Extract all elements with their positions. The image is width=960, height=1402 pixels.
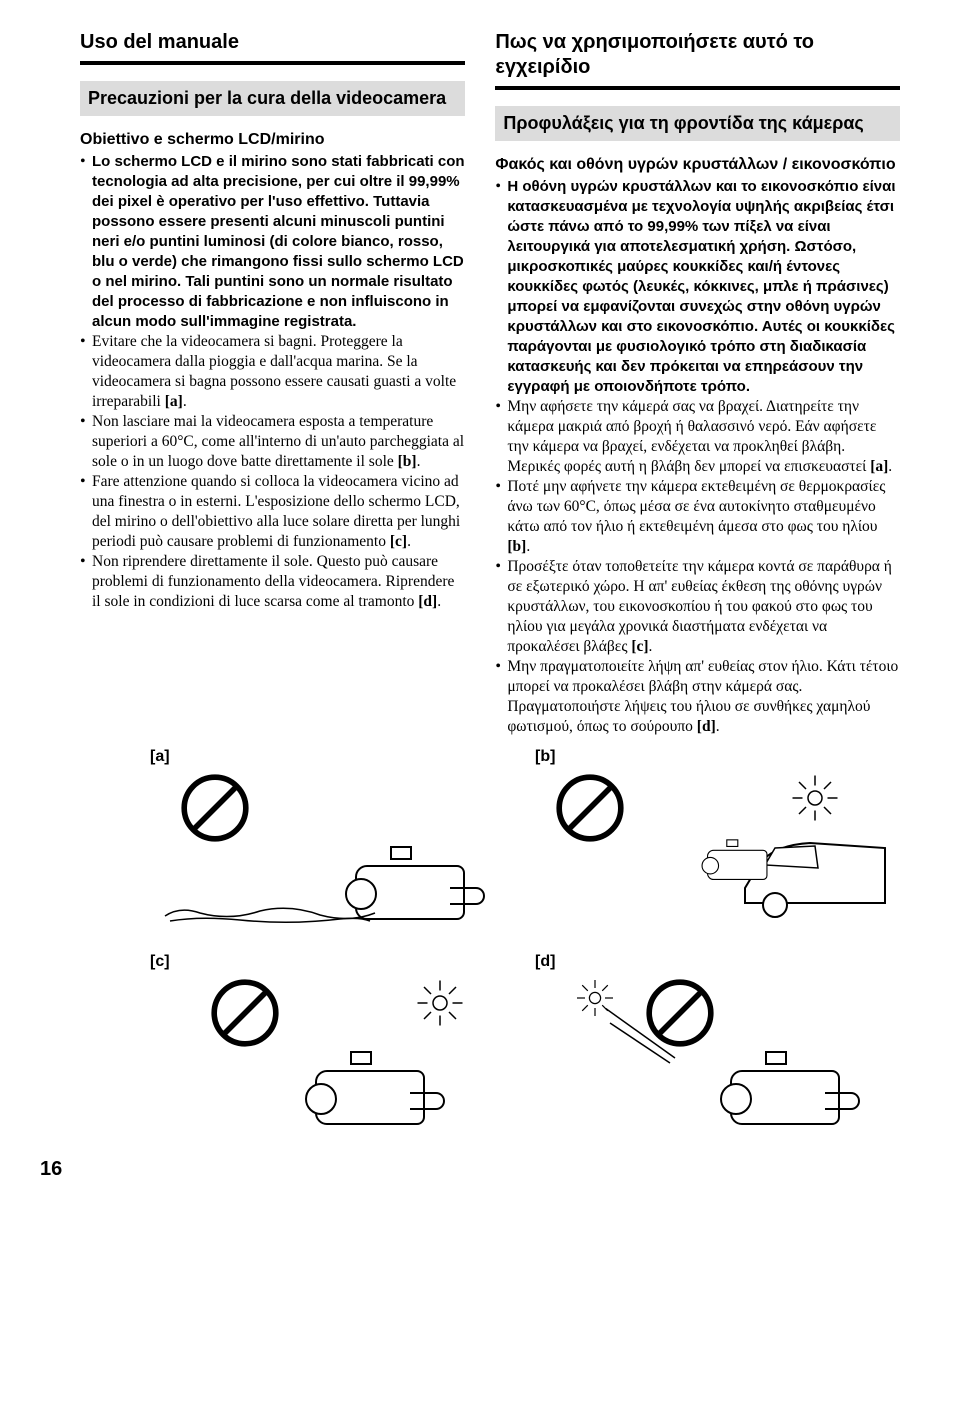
title-rule-right xyxy=(495,86,900,90)
bullet-item: Non lasciare mai la videocamera esposta … xyxy=(80,412,465,472)
fig-ref: [c] xyxy=(390,533,407,550)
title-rule-left xyxy=(80,61,465,65)
fig-ref: [a] xyxy=(870,458,888,475)
bullet-list-right: Η οθόνη υγρών κρυστάλλων και το εικονοσκ… xyxy=(495,177,900,737)
left-column: Uso del manuale Precauzioni per la cura … xyxy=(80,30,465,737)
bullet-text: Lo schermo LCD e il mirino sono stati fa… xyxy=(92,153,465,330)
bullet-item: Μην αφήσετε την κάμερά σας να βραχεί. Δι… xyxy=(495,397,900,477)
bullet-item: Η οθόνη υγρών κρυστάλλων και το εικονοσκ… xyxy=(495,177,900,397)
fig-ref: [d] xyxy=(418,593,437,610)
water-icon xyxy=(160,901,380,926)
prohibit-icon xyxy=(180,773,250,843)
figure-label: [c] xyxy=(150,952,515,972)
sun-icon xyxy=(790,773,840,823)
fig-ref: [c] xyxy=(631,638,648,655)
bullet-text: Ποτέ μην αφήνετε την κάμερα εκτεθειμένη … xyxy=(507,478,885,535)
bullet-text: Non riprendere direttamente il sole. Que… xyxy=(92,553,454,610)
figure-label: [a] xyxy=(150,747,515,767)
section-title-left: Uso del manuale xyxy=(80,30,465,55)
right-column: Πως να χρησιμοποιήσετε αυτό το εγχειρίδι… xyxy=(495,30,900,737)
bullet-text: Προσέξτε όταν τοποθετείτε την κάμερα κον… xyxy=(507,558,892,655)
subhead-right: Προφυλάξεις για τη φροντίδα της κάμερας xyxy=(495,106,900,141)
fig-ref: [b] xyxy=(507,538,526,555)
sun-icon xyxy=(415,978,465,1028)
bullet-item: Ποτέ μην αφήνετε την κάμερα εκτεθειμένη … xyxy=(495,477,900,557)
figure-b: [b] xyxy=(535,747,900,928)
subhead-left: Precauzioni per la cura della videocamer… xyxy=(80,81,465,116)
bullet-item: Μην πραγματοποιείτε λήψη απ' ευθείας στο… xyxy=(495,657,900,737)
fig-ref: [b] xyxy=(398,453,417,470)
topic-right: Φακός και οθόνη υγρών κρυστάλλων / εικον… xyxy=(495,155,900,175)
bullet-item: Non riprendere direttamente il sole. Que… xyxy=(80,552,465,612)
bullet-list-left: Lo schermo LCD e il mirino sono stati fa… xyxy=(80,152,465,612)
page-number: 16 xyxy=(40,1157,900,1182)
prohibit-icon xyxy=(555,773,625,843)
section-title-right: Πως να χρησιμοποιήσετε αυτό το εγχειρίδι… xyxy=(495,30,900,80)
bullet-text: Evitare che la videocamera si bagni. Pro… xyxy=(92,333,456,410)
camera-icon xyxy=(305,1045,445,1125)
figure-label: [b] xyxy=(535,747,900,767)
figure-d: [d] xyxy=(535,952,900,1133)
bullet-text: Η οθόνη υγρών κρυστάλλων και το εικονοσκ… xyxy=(507,178,895,395)
prohibit-icon xyxy=(210,978,280,1048)
topic-left: Obiettivo e schermo LCD/mirino xyxy=(80,130,465,150)
ray-lines-icon xyxy=(605,1008,685,1068)
bullet-text: Μην αφήσετε την κάμερά σας να βραχεί. Δι… xyxy=(507,398,876,475)
figure-label: [d] xyxy=(535,952,900,972)
bullet-item: Evitare che la videocamera si bagni. Pro… xyxy=(80,332,465,412)
camera-icon xyxy=(720,1045,860,1125)
figures-section: [a] [b] xyxy=(80,747,900,1133)
fig-ref: [d] xyxy=(697,718,716,735)
fig-ref: [a] xyxy=(165,393,183,410)
figure-c: [c] xyxy=(150,952,515,1133)
bullet-item: Lo schermo LCD e il mirino sono stati fa… xyxy=(80,152,465,332)
camera-icon xyxy=(702,836,779,880)
figure-a: [a] xyxy=(150,747,515,928)
bullet-item: Προσέξτε όταν τοποθετείτε την κάμερα κον… xyxy=(495,557,900,657)
bullet-item: Fare attenzione quando si colloca la vid… xyxy=(80,472,465,552)
